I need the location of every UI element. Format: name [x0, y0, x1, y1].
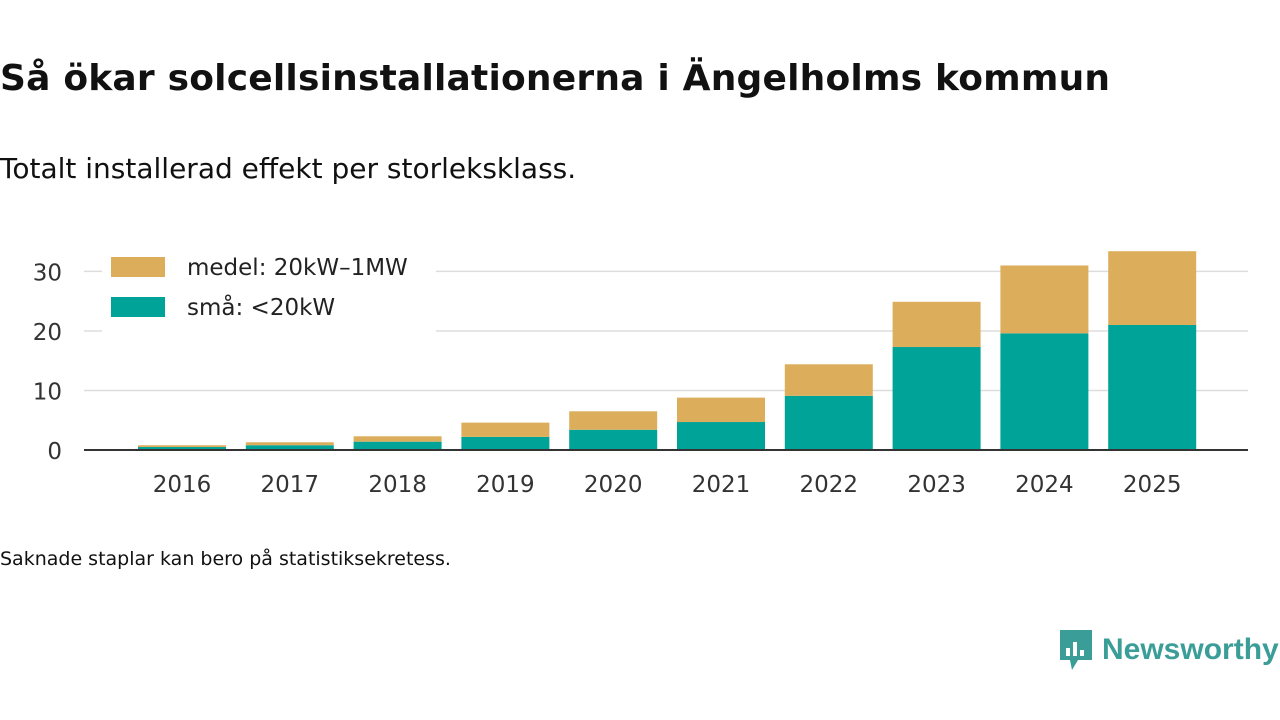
bar-sma-2025	[1108, 325, 1197, 450]
x-tick-label: 2019	[476, 472, 535, 498]
chart-subtitle: Totalt installerad effekt per storlekskl…	[0, 152, 577, 185]
x-tick-label: 2016	[153, 472, 212, 498]
y-tick-label: 10	[33, 379, 62, 405]
x-tick-label: 2018	[368, 472, 427, 498]
bar-sma-2018	[353, 441, 442, 450]
bar-sma-2020	[569, 429, 658, 450]
x-tick-label: 2022	[800, 472, 859, 498]
x-tick-label: 2024	[1015, 472, 1074, 498]
chart-title: Så ökar solcellsinstallationerna i Ängel…	[0, 58, 1111, 99]
newsworthy-logo: Newsworthy	[1058, 628, 1279, 672]
newsworthy-logo-text: Newsworthy	[1102, 633, 1279, 666]
bar-sma-2021	[677, 422, 765, 450]
x-tick-label: 2017	[261, 472, 320, 498]
newsworthy-logo-icon	[1060, 630, 1092, 670]
bar-sma-2022	[784, 395, 873, 450]
bar-medel-2016	[138, 445, 226, 448]
x-tick-label: 2020	[584, 472, 643, 498]
bar-sma-2019	[461, 436, 550, 450]
bar-sma-2016	[138, 447, 226, 450]
bar-medel-2018	[353, 436, 442, 442]
y-tick-label: 20	[33, 320, 62, 346]
legend-sma-swatch	[111, 297, 165, 317]
bar-sma-2023	[892, 347, 981, 450]
legend-medel-label: medel: 20kW–1MW	[187, 255, 408, 281]
y-tick-label: 0	[47, 439, 62, 465]
y-tick-label: 30	[33, 260, 62, 286]
bar-medel-2025	[1108, 251, 1197, 325]
bar-medel-2017	[245, 442, 334, 446]
bar-medel-2020	[569, 411, 658, 430]
legend-medel-swatch	[111, 257, 165, 277]
x-tick-label: 2021	[692, 472, 751, 498]
x-tick-label: 2023	[907, 472, 966, 498]
bar-medel-2023	[892, 301, 981, 348]
bar-medel-2021	[677, 397, 765, 423]
stacked-bar-chart: 0 10 20 30 2016 2017 2018 2019 2020 2021 2022 2023…	[33, 248, 1248, 498]
bar-sma-2017	[245, 445, 334, 450]
x-tick-label: 2025	[1123, 472, 1182, 498]
bar-medel-2022	[784, 364, 873, 396]
footnote: Saknade staplar kan bero på statistiksek…	[0, 548, 451, 570]
bar-medel-2019	[461, 422, 550, 437]
bar-medel-2024	[1000, 265, 1089, 334]
bar-sma-2024	[1000, 333, 1089, 450]
legend-sma-label: små: <20kW	[187, 293, 335, 321]
